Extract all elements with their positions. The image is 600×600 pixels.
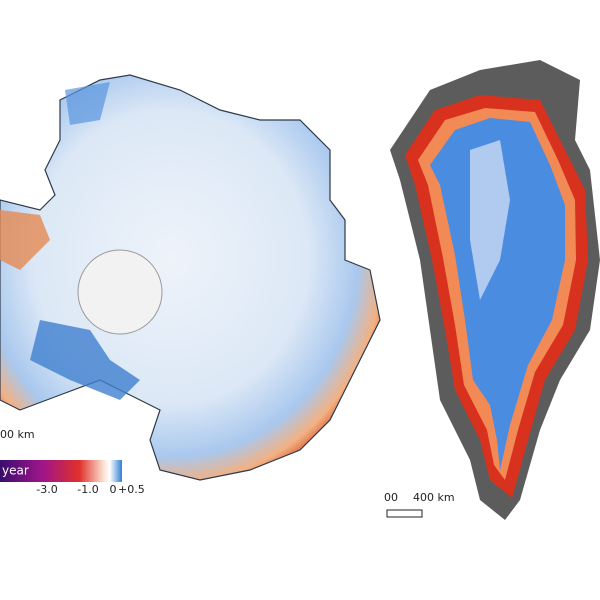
colorbar-label: year — [2, 464, 29, 478]
scale-bar-label: 00 km — [0, 428, 35, 441]
greenland-summit — [470, 140, 510, 300]
scale-bar-end: 400 km — [413, 491, 455, 504]
ice-shelf-patch — [0, 210, 50, 270]
colorbar-tick: 0 — [110, 483, 117, 496]
colorbar-tick: -1.0 — [77, 483, 98, 496]
pole-hole — [77, 249, 163, 335]
ice-shelf-patch — [65, 82, 110, 125]
scale-bar — [386, 509, 423, 518]
colorbar-tick: +0.5 — [118, 483, 145, 496]
ice-shelf-patch — [30, 320, 140, 400]
colorbar-tick: -3.0 — [36, 483, 57, 496]
greenland: 00 400 km — [384, 60, 600, 520]
antarctica-landmass — [0, 74, 381, 481]
scale-bar-start: 00 — [384, 491, 398, 504]
colorbar — [0, 460, 122, 482]
antarctica: 00 km year -3.0 -1.0 0 +0.5 — [0, 74, 381, 496]
greenland-interior — [430, 118, 565, 470]
